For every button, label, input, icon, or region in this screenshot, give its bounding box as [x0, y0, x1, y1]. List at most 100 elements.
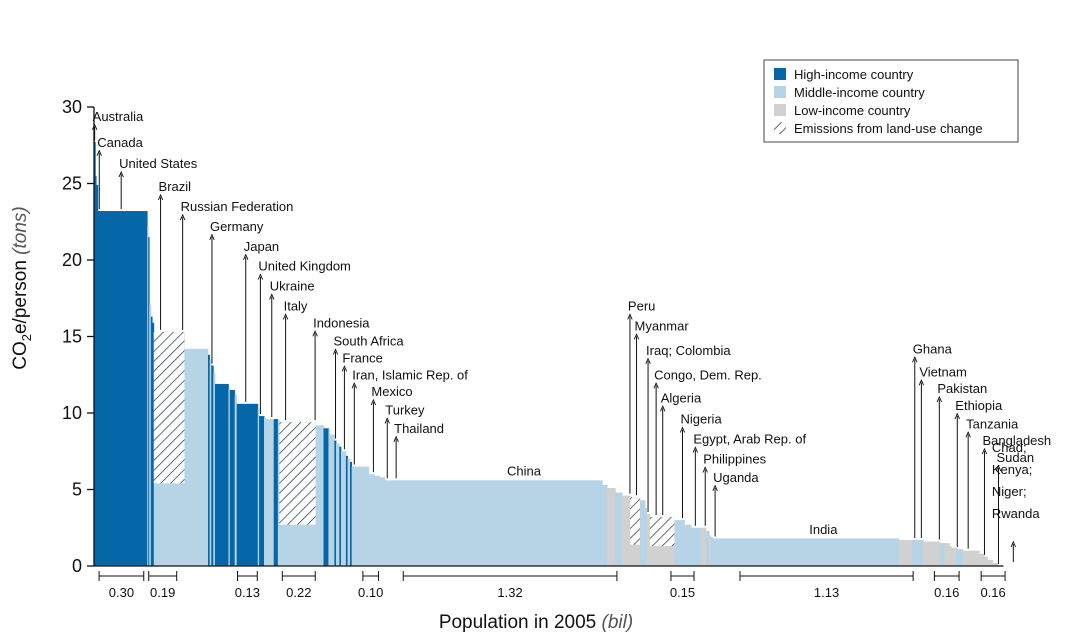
- population-bracket-1: 0.19: [148, 571, 178, 600]
- annotation-label-1: Canada: [97, 135, 143, 150]
- bar-27-land-use-hatch: [279, 422, 316, 525]
- y-tick-label-5: 5: [72, 480, 82, 500]
- annotation-5: Germany: [210, 219, 264, 364]
- bar-13: [209, 359, 212, 566]
- annotation-label-27: Vietnam: [919, 364, 966, 379]
- bar-66: [949, 546, 952, 566]
- bar-62: [911, 539, 924, 566]
- bar-58: [709, 535, 712, 566]
- annotation-label-15: Turkey: [385, 403, 425, 418]
- legend-swatch-middle: [774, 86, 786, 98]
- annotation-label-14: Mexico: [371, 384, 412, 399]
- bar-68: [956, 549, 964, 566]
- bar-7: [149, 304, 152, 566]
- annotation-label-17: Peru: [628, 298, 655, 313]
- annotation-label-20: Congo, Dem. Rep.: [654, 367, 762, 382]
- population-bracket-4: 0.10: [358, 571, 383, 600]
- axes-layer: 0 5 10 15 20 25 30: [62, 97, 1004, 576]
- legend-label-hatch: Emissions from land-use change: [794, 121, 983, 136]
- annotation-31: Bangladesh: [982, 433, 1051, 555]
- annotation-label-12: France: [342, 351, 382, 366]
- annotation-16: Thailand: [394, 421, 444, 479]
- bar-36: [345, 455, 348, 566]
- annotation-label-19: Iraq; Colombia: [646, 343, 731, 358]
- bar-45: [607, 487, 616, 566]
- annotation-6: Japan: [244, 239, 279, 402]
- x-axis-title-unit: (bil): [602, 612, 634, 633]
- annotation-21: Algeria: [661, 390, 702, 516]
- annotation-label-9: Italy: [284, 298, 308, 313]
- annotation-17: Peru: [628, 298, 655, 494]
- bar-5: [147, 226, 149, 566]
- legend-frame: [763, 59, 1019, 143]
- annotation-3: Brazil: [159, 179, 191, 330]
- bar-9: [152, 322, 155, 566]
- annotation-label-7: United Kingdom: [258, 259, 351, 274]
- bar-18: [229, 390, 236, 566]
- bar-35: [340, 451, 347, 566]
- annotation-label-6: Japan: [244, 239, 279, 254]
- x-axis-title: Population in 2005 (bil): [439, 612, 633, 633]
- legend-item-low: Low-income country: [774, 103, 911, 118]
- annotation-18: Myanmar: [635, 318, 690, 496]
- annotation-label-10: Indonesia: [313, 315, 370, 330]
- bar-67: [951, 547, 957, 566]
- bar-46: [615, 492, 623, 566]
- bar-61: [898, 539, 913, 566]
- legend-swatch-low: [774, 104, 786, 116]
- annotation-label-36: Rwanda: [992, 506, 1040, 521]
- bar-14: [211, 365, 214, 566]
- annotation-29: Ethiopia: [955, 398, 1003, 548]
- bar-42: [379, 477, 386, 566]
- annotation-28: Pakistan: [937, 381, 987, 540]
- annotation-label-26: Ghana: [913, 341, 953, 356]
- legend-label-low: Low-income country: [794, 103, 911, 118]
- bar-17: [228, 388, 231, 566]
- bar-32: [334, 440, 337, 566]
- population-bracket-0: 0.30: [98, 571, 145, 600]
- annotation-33: Chad;: [992, 440, 1027, 455]
- annotation-label-23: Egypt, Arab Rep. of: [693, 432, 806, 447]
- population-bracket-label-4: 0.10: [358, 585, 383, 600]
- y-tick-label-30: 30: [62, 97, 82, 117]
- population-bracket-9: 0.16: [980, 571, 1006, 600]
- annotation-label-32: Sudan: [996, 450, 1034, 465]
- annotation-label-18: Myanmar: [635, 318, 690, 333]
- annotation-2: United States: [119, 156, 198, 210]
- bar-55: [691, 527, 702, 566]
- annotation-label-24: Philippines: [703, 451, 766, 466]
- y-tick-label-0: 0: [72, 556, 82, 576]
- bar-26: [277, 420, 280, 566]
- annotation-35: Niger;: [992, 484, 1027, 499]
- y-axis-title-rest: e/person: [10, 255, 31, 334]
- population-bracket-6: 0.15: [670, 571, 695, 600]
- annotation-24: Philippines: [703, 451, 767, 526]
- population-bracket-label-2: 0.13: [235, 585, 260, 600]
- bar-19: [234, 394, 238, 566]
- annotation-label-30: Tanzania: [966, 416, 1019, 431]
- annotation-14: Mexico: [371, 384, 413, 473]
- annotation-label-29: Ethiopia: [955, 398, 1003, 413]
- population-bracket-8: 0.16: [933, 571, 960, 600]
- bar-15: [213, 373, 216, 566]
- legend-swatch-high: [774, 68, 786, 80]
- annotation-10: Indonesia: [313, 315, 370, 421]
- annotation-11: South Africa: [334, 334, 404, 439]
- annotation-label-22: Nigeria: [680, 412, 722, 427]
- population-bracket-label-3: 0.22: [286, 585, 311, 600]
- annotation-26: Ghana: [913, 341, 953, 538]
- annotation-27: Vietnam: [919, 364, 967, 538]
- annotation-4: Russian Federation: [181, 199, 293, 330]
- bar-43: [384, 480, 603, 566]
- bar-41: [374, 475, 381, 566]
- annotation-9: Italy: [284, 298, 308, 421]
- legend: High-income country Middle-income country…: [763, 59, 1019, 143]
- bar-44: [602, 484, 608, 566]
- bar-10-land-use-hatch: [153, 331, 185, 484]
- svg-text:CO2e/person (tons): CO2e/person (tons): [10, 206, 34, 370]
- population-bracket-label-0: 0.30: [109, 585, 134, 600]
- bar-28: [315, 425, 324, 566]
- annotation-label-21: Algeria: [661, 390, 702, 405]
- bar-49: [639, 500, 646, 566]
